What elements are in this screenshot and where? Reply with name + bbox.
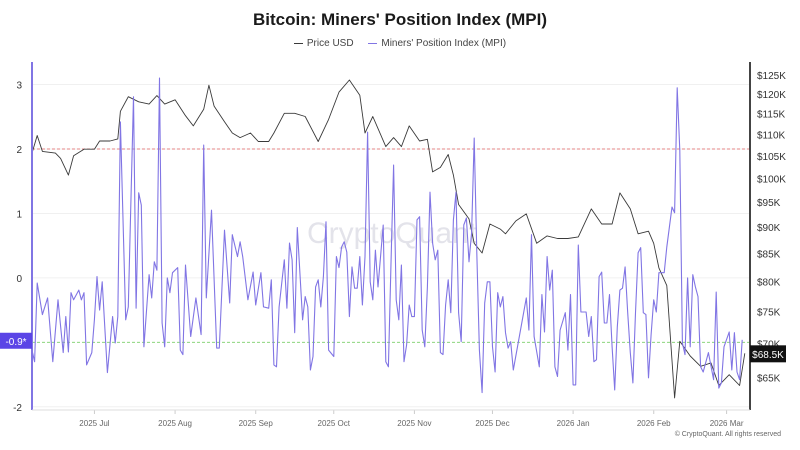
copyright: © CryptoQuant. All rights reserved [674,431,781,438]
legend-swatch-mpi [368,42,378,45]
right-tick-label: $105K [757,152,786,163]
grid [32,84,750,408]
x-tick-label: 2026 Feb [637,419,671,428]
x-tick-label: 2026 Jan [557,419,590,428]
mpi-current-label: -0.9* [5,337,26,348]
legend-item-mpi[interactable]: Miners' Position Index (MPI) [368,38,506,49]
right-tick-label: $110K [757,130,786,141]
right-tick-label: $65K [757,374,781,385]
legend-swatch-price [293,42,303,45]
right-tick-label: $80K [757,278,781,289]
right-tick-label: $75K [757,307,781,318]
legend-label-mpi: Miners' Position Index (MPI) [381,38,507,49]
x-tick-label: 2025 Dec [475,419,509,428]
left-tick-label: 3 [16,81,22,92]
x-tick-label: 2025 Aug [158,419,192,428]
legend-label-price: Price USD [306,38,354,49]
price-current-label: $68.5K [752,350,784,361]
right-tick-label: $125K [757,71,786,82]
x-tick-label: 2025 Nov [397,419,431,428]
x-tick-label: 2025 Oct [318,419,351,428]
price-series-line [31,79,746,399]
mpi-current-badge [0,332,32,349]
left-tick-label: 1 [16,209,22,220]
chart-title: Bitcoin: Miners' Position Index (MPI) [253,10,547,29]
series-lines [31,77,746,399]
right-tick-label: $95K [757,198,781,209]
price-current-badge [750,345,786,363]
mpi-series-line [31,77,743,394]
right-tick-label: $120K [757,90,786,101]
legend: Price USD Miners' Position Index (MPI) [0,38,800,49]
right-tick-label: $115K [757,110,786,121]
right-tick-label: $100K [757,174,786,185]
x-tick-label: 2025 Sep [239,419,274,428]
left-tick-label: -2 [13,403,22,414]
right-tick-label: $70K [757,339,781,350]
left-tick-label: 0 [16,274,22,285]
right-tick-label: $85K [757,250,781,261]
x-tick-label: 2025 Jul [79,419,109,428]
x-tick-label: 2026 Mar [710,419,744,428]
legend-item-price[interactable]: Price USD [293,38,354,49]
right-tick-label: $90K [757,223,781,234]
axes: 3 2 1 0 -2 $125K $120K $115K $110K $105K $100K $95K… [0,62,786,428]
left-tick-label: 2 [16,145,22,156]
